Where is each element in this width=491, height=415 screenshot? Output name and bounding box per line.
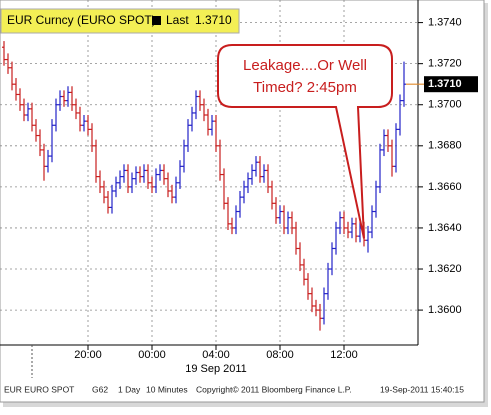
y-tick-label: 1.3660 [428, 181, 462, 193]
x-tick-label: 20:00 [74, 349, 102, 361]
legend-last-value: 1.3710 [195, 13, 232, 27]
footer-security: EUR EURO SPOT [4, 384, 74, 394]
y-tick-label: 1.3700 [428, 99, 462, 111]
footer-page: G62 [92, 384, 108, 394]
y-tick-label: 1.3620 [428, 263, 462, 275]
x-tick-label: 08:00 [266, 349, 294, 361]
footer-interval: 10 Minutes [146, 384, 188, 394]
annotation-text: Leakage....Or Well [243, 57, 367, 74]
last-price-box [424, 76, 478, 93]
y-tick-label: 1.3680 [428, 140, 462, 152]
y-tick-label: 1.3720 [428, 58, 462, 70]
legend-swatch [152, 16, 161, 25]
legend: EUR Curncy (EURO SPOT) Last 1.3710 [0, 8, 240, 34]
legend-last-text: Last [166, 13, 189, 27]
footer-range: 1 Day [118, 384, 141, 394]
x-tick-label: 00:00 [138, 349, 166, 361]
y-tick-label: 1.3600 [428, 304, 462, 316]
last-price-label: 1.3710 [428, 78, 462, 90]
legend-box [0, 8, 240, 34]
x-tick-label: 04:00 [202, 349, 230, 361]
footer-copyright: Copyright© 2011 Bloomberg Finance L.P. [196, 384, 352, 394]
footer-timestamp: 19-Sep-2011 15:40:15 [380, 384, 464, 394]
legend-ticker: EUR Curncy (EURO SPOT) [7, 13, 156, 27]
y-tick-label: 1.3640 [428, 222, 462, 234]
y-tick-label: 1.3740 [428, 16, 462, 28]
annotation-bubble [217, 44, 393, 239]
annotation-text: Timed? 2:45pm [253, 79, 357, 96]
annotation: Leakage....Or Well Timed? 2:45pm [217, 44, 393, 239]
date-label: 19 Sep 2011 [185, 363, 247, 375]
footer: EUR EURO SPOT G62 1 Day 10 Minutes Copyr… [4, 384, 464, 394]
x-tick-label: 12:00 [330, 349, 358, 361]
